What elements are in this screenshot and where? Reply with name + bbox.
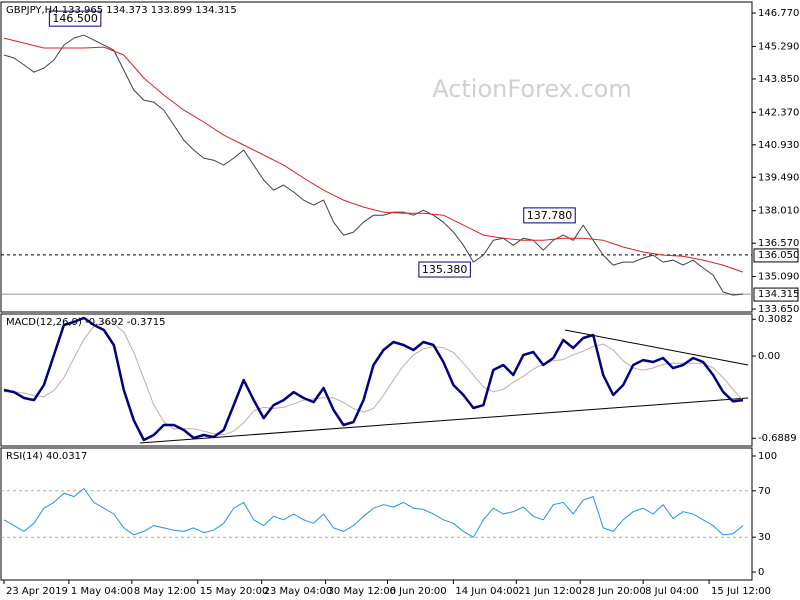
- price-line-label-box: [753, 287, 799, 302]
- x-tick-label: 23 Apr 2019: [6, 586, 68, 597]
- trend-line: [139, 397, 749, 444]
- y-tick-label: 136.570: [758, 238, 799, 249]
- x-tick-label: 28 Jun 20:00: [582, 586, 646, 597]
- panel-title: MACD(12,26,9) -0.3692 -0.3715: [6, 317, 166, 328]
- x-tick-label: 8 Jul 04:00: [645, 586, 699, 597]
- y-tick-label: 139.490: [758, 172, 799, 183]
- price-annotation: 146.500: [52, 12, 98, 25]
- x-tick-label: 23 May 04:00: [264, 586, 333, 597]
- y-tick-label: 142.370: [758, 107, 799, 118]
- price-line-label: 134.315: [758, 289, 799, 300]
- series-line: [3, 34, 744, 296]
- x-tick-label: 15 Jul 12:00: [711, 586, 771, 597]
- y-tick-label: 140.930: [758, 140, 799, 151]
- price-annotation-box: [523, 207, 576, 224]
- series-line: [4, 322, 744, 436]
- x-tick-label: 15 May 20:00: [200, 586, 269, 597]
- y-tick-label: 133.650: [758, 304, 799, 315]
- price-line-label: 136.050: [758, 250, 799, 261]
- y-tick-label: 138.010: [758, 206, 799, 217]
- x-tick-label: 30 May 12:00: [328, 586, 397, 597]
- y-tick-label: -0.6889: [758, 433, 797, 444]
- price-annotation: 135.380: [422, 263, 468, 276]
- y-tick-label: 0.00: [758, 351, 780, 362]
- y-tick-label: 70: [758, 486, 771, 497]
- x-tick-label: 8 May 12:00: [134, 586, 196, 597]
- y-tick-label: 0.3082: [758, 314, 793, 325]
- panel-frame: [0, 313, 753, 447]
- series-line: [3, 316, 744, 442]
- panel-frame: [0, 1, 753, 313]
- y-tick-label: 30: [758, 532, 771, 543]
- watermark: ActionForex.com: [432, 75, 632, 103]
- price-annotation-box: [48, 10, 102, 27]
- y-tick-label: 0: [758, 567, 764, 578]
- y-tick-label: 145.290: [758, 41, 799, 52]
- price-annotation: 137.780: [527, 209, 573, 222]
- y-tick-label: 100: [758, 451, 777, 462]
- series-line: [3, 488, 744, 538]
- price-annotation-box: [418, 261, 471, 278]
- y-tick-label: 143.850: [758, 74, 799, 85]
- x-tick-label: 1 May 04:00: [71, 586, 133, 597]
- price-line-label-box: [753, 248, 799, 263]
- trend-line: [564, 329, 749, 366]
- series-line: [3, 37, 744, 273]
- panel-frame: [0, 447, 753, 581]
- x-tick-label: 21 Jun 12:00: [518, 586, 582, 597]
- panel-title: RSI(14) 40.0317: [6, 451, 87, 462]
- y-tick-label: 135.090: [758, 272, 799, 283]
- x-tick-label: 6 Jun 20:00: [389, 586, 446, 597]
- x-tick-label: 14 Jun 04:00: [455, 586, 519, 597]
- panel-title: GBPJPY,H4 133.965 134.373 133.899 134.31…: [6, 5, 237, 16]
- y-tick-label: 146.770: [758, 8, 799, 19]
